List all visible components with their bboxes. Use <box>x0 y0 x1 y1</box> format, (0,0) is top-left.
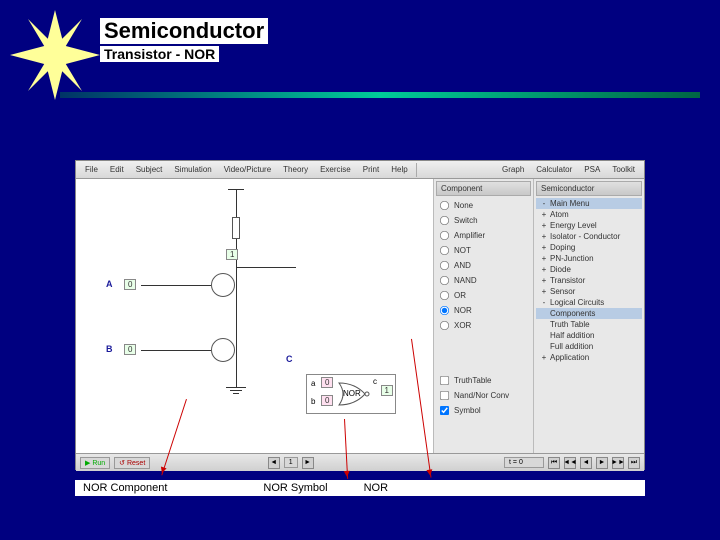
menu-theory[interactable]: Theory <box>278 163 313 176</box>
nor-b-label: b <box>311 397 315 406</box>
menu-edit[interactable]: Edit <box>105 163 129 176</box>
radio-not[interactable]: NOT <box>436 243 531 258</box>
menu-psa[interactable]: PSA <box>579 163 605 176</box>
page-subtitle: Transistor - NOR <box>100 46 219 62</box>
radio-or[interactable]: OR <box>436 288 531 303</box>
menu-exercise[interactable]: Exercise <box>315 163 356 176</box>
radio-switch[interactable]: Switch <box>436 213 531 228</box>
app-window: File Edit Subject Simulation Video/Pictu… <box>75 160 645 470</box>
nav-diode[interactable]: +Diode <box>536 264 642 275</box>
page-title: Semiconductor <box>100 18 268 44</box>
nav-mainmenu[interactable]: -Main Menu <box>536 198 642 209</box>
radio-and[interactable]: AND <box>436 258 531 273</box>
reset-button[interactable]: ↺ Reset <box>114 457 150 469</box>
page-next[interactable]: ► <box>302 457 314 469</box>
nor-symbol-box: a 0 b 0 NOR c 1 <box>306 374 396 414</box>
port-a-label: A <box>106 279 113 289</box>
label-nor-symbol: NOR Symbol <box>255 480 335 496</box>
radio-none[interactable]: None <box>436 198 531 213</box>
value-top: 1 <box>226 249 238 260</box>
check-nandnor[interactable]: Nand/Nor Conv <box>436 388 531 403</box>
nav-pnjunction[interactable]: +PN-Junction <box>536 253 642 264</box>
nav-transistor[interactable]: +Transistor <box>536 275 642 286</box>
radio-xor[interactable]: XOR <box>436 318 531 333</box>
slide-star-icon <box>10 10 100 100</box>
slide-header: Semiconductor Transistor - NOR <box>100 18 268 64</box>
nav-atom[interactable]: +Atom <box>536 209 642 220</box>
page-prev[interactable]: ◄ <box>268 457 280 469</box>
nav-doping[interactable]: +Doping <box>536 242 642 253</box>
menu-toolkit[interactable]: Toolkit <box>607 163 640 176</box>
nav-isolator[interactable]: +Isolator - Conductor <box>536 231 642 242</box>
nor-c-label: c <box>373 377 377 386</box>
check-truthtable[interactable]: TruthTable <box>436 373 531 388</box>
port-c-label: C <box>286 354 293 364</box>
nav-halfadd[interactable]: Half addition <box>536 330 642 341</box>
annotation-labels: NOR Component NOR Symbol NOR <box>75 480 645 496</box>
nav-panel-title: Semiconductor <box>536 181 642 196</box>
nor-c-val: 1 <box>381 385 393 396</box>
nor-a-label: a <box>311 379 315 388</box>
nav-application[interactable]: +Application <box>536 352 642 363</box>
menu-subject[interactable]: Subject <box>131 163 168 176</box>
nor-b-val: 0 <box>321 395 333 406</box>
app-body: 1 A 0 B 0 C a <box>76 179 644 453</box>
circuit-canvas: 1 A 0 B 0 C a <box>76 179 434 453</box>
menu-graph[interactable]: Graph <box>497 163 529 176</box>
menu-simulation[interactable]: Simulation <box>169 163 216 176</box>
component-panel-title: Component <box>436 181 531 196</box>
menu-videopicture[interactable]: Video/Picture <box>219 163 276 176</box>
label-nor: NOR <box>356 480 396 496</box>
nav-sensor[interactable]: +Sensor <box>536 286 642 297</box>
play-back[interactable]: ◄◄ <box>564 457 576 469</box>
check-symbol[interactable]: Symbol <box>436 403 531 418</box>
nor-a-val: 0 <box>321 377 333 388</box>
run-button[interactable]: ▶ Run <box>80 457 110 469</box>
play-fwd[interactable]: ►► <box>612 457 624 469</box>
play-last[interactable]: ⏭ <box>628 457 640 469</box>
menubar: File Edit Subject Simulation Video/Pictu… <box>76 161 644 179</box>
radio-amplifier[interactable]: Amplifier <box>436 228 531 243</box>
nav-components[interactable]: Components <box>536 308 642 319</box>
nav-fulladd[interactable]: Full addition <box>536 341 642 352</box>
label-nor-component: NOR Component <box>75 480 175 496</box>
value-b: 0 <box>124 344 136 355</box>
nav-truthtable[interactable]: Truth Table <box>536 319 642 330</box>
nav-panel: Semiconductor -Main Menu +Atom +Energy L… <box>534 179 644 453</box>
menu-calculator[interactable]: Calculator <box>531 163 577 176</box>
divider-bar <box>60 92 700 98</box>
page-number: 1 <box>284 457 298 468</box>
transistor-b <box>211 338 235 362</box>
radio-nor[interactable]: NOR <box>436 303 531 318</box>
play-first[interactable]: ⏮ <box>548 457 560 469</box>
menu-file[interactable]: File <box>80 163 103 176</box>
menu-help[interactable]: Help <box>386 163 412 176</box>
play-prev[interactable]: ◄ <box>580 457 592 469</box>
nav-logical[interactable]: -Logical Circuits <box>536 297 642 308</box>
play-next[interactable]: ► <box>596 457 608 469</box>
nav-energylevel[interactable]: +Energy Level <box>536 220 642 231</box>
component-panel: Component None Switch Amplifier NOT AND … <box>434 179 534 453</box>
radio-nand[interactable]: NAND <box>436 273 531 288</box>
time-display: t = 0 <box>504 457 544 468</box>
menu-print[interactable]: Print <box>358 163 384 176</box>
value-a: 0 <box>124 279 136 290</box>
port-b-label: B <box>106 344 113 354</box>
transistor-a <box>211 273 235 297</box>
